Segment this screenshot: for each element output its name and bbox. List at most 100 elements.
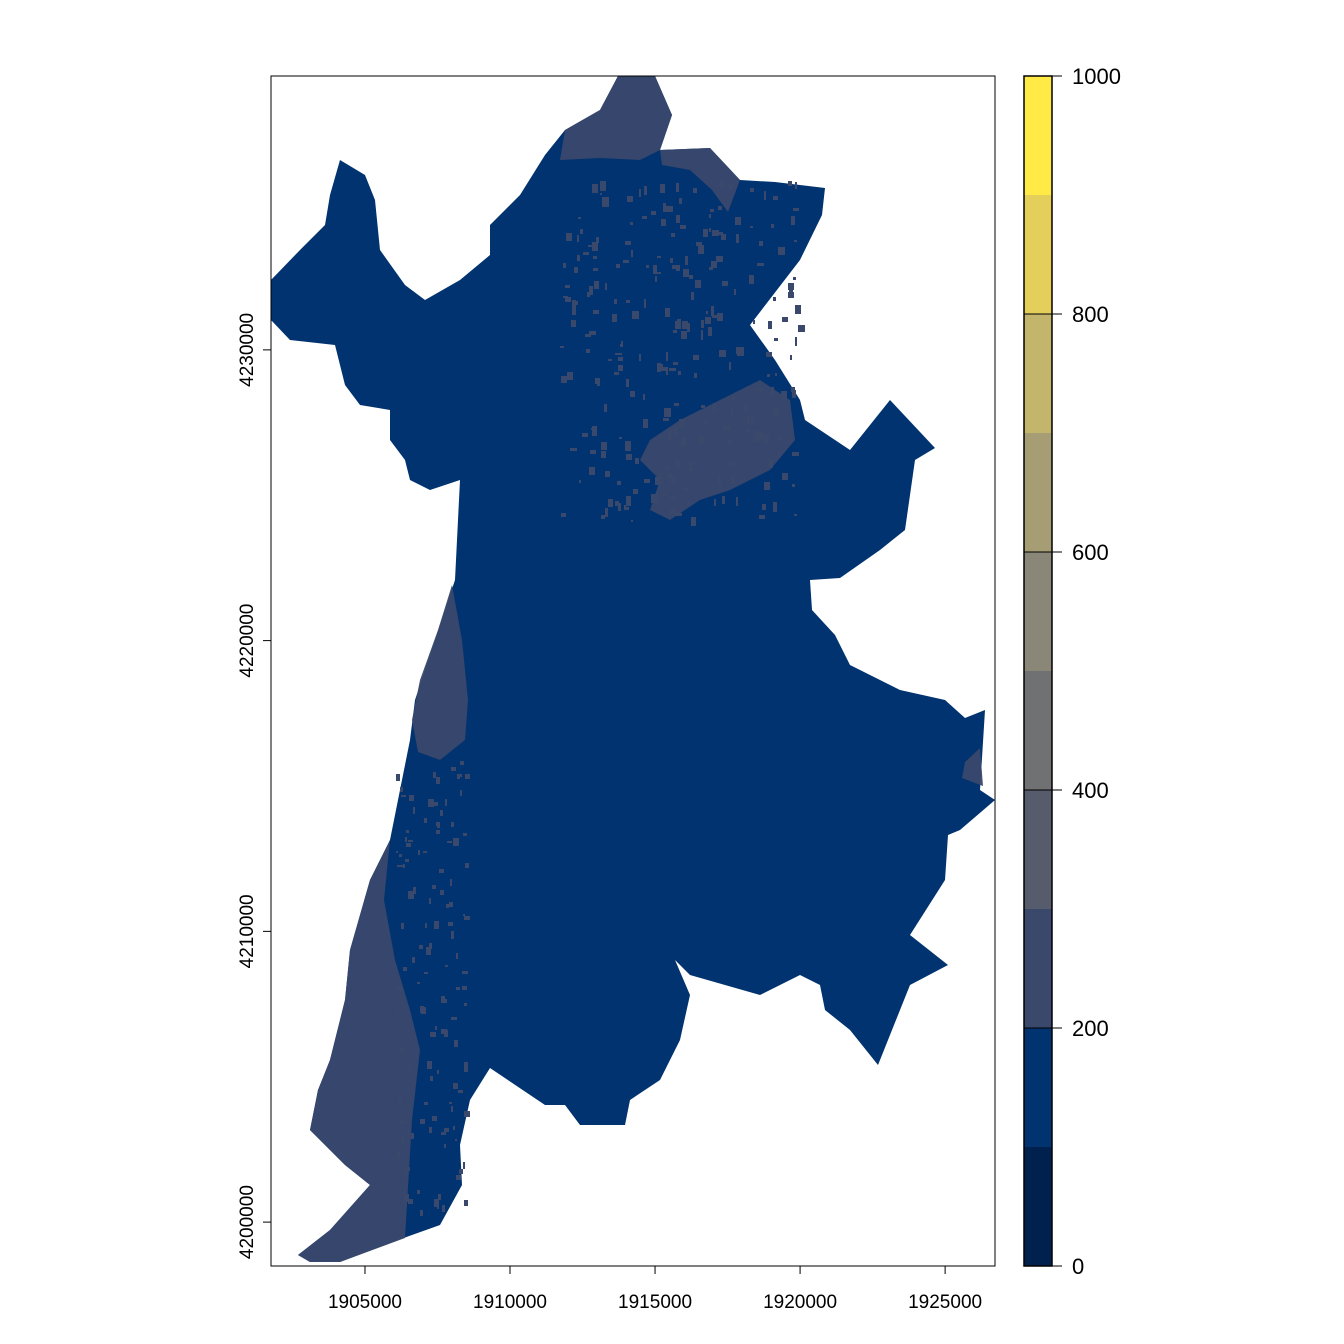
raster-region-200-300 (560, 76, 672, 160)
raster-speckle (639, 354, 641, 361)
raster-speckle (448, 922, 453, 926)
raster-speckle (710, 209, 714, 212)
raster-speckle (409, 795, 414, 801)
raster-speckle (405, 1173, 407, 1179)
raster-region-200-300 (412, 585, 468, 760)
raster-speckle (408, 1199, 413, 1204)
raster-speckle (463, 1162, 465, 1169)
raster-speckle (668, 431, 672, 440)
raster-speckle (642, 216, 647, 219)
raster-speckle (701, 320, 704, 328)
raster-speckle (709, 228, 711, 232)
raster-speckle (397, 1151, 400, 1158)
raster-speckle (767, 374, 770, 377)
raster-speckle (589, 286, 593, 295)
raster-speckle (403, 967, 407, 971)
raster-speckle (457, 774, 460, 779)
raster-speckle (663, 418, 669, 421)
raster-speckle (408, 891, 414, 899)
raster-speckle (589, 467, 595, 475)
raster-speckle (705, 317, 711, 324)
legend-color-bin (1024, 76, 1052, 195)
raster-speckle (664, 408, 671, 417)
raster-speckle (675, 321, 677, 329)
raster-speckle (464, 1111, 470, 1117)
raster-speckle (753, 320, 755, 324)
raster-speckle (788, 292, 794, 298)
raster-speckle (717, 313, 723, 321)
legend-color-bin (1024, 552, 1052, 671)
raster-speckle (400, 787, 403, 792)
raster-speckle (462, 971, 468, 974)
raster-speckle (630, 391, 635, 397)
raster-speckle (451, 1106, 453, 1112)
raster-speckle (790, 355, 792, 360)
raster-speckle (791, 387, 795, 392)
raster-speckle (400, 1047, 405, 1052)
raster-speckle (709, 267, 713, 270)
raster-speckle (587, 292, 590, 297)
raster-speckle (722, 496, 725, 504)
raster-speckle (764, 435, 769, 444)
raster-speckle (605, 283, 607, 290)
color-legend: 0 200 400 600 800 1000 (1023, 64, 1121, 1279)
raster-speckle (717, 183, 719, 186)
raster-speckle (759, 241, 763, 246)
raster-speckle (623, 260, 629, 263)
raster-speckle (680, 225, 686, 229)
raster-speckle (440, 810, 443, 816)
raster-speckle (451, 822, 454, 827)
raster-speckle (574, 267, 578, 273)
raster-speckle (716, 256, 723, 262)
raster-speckle (456, 953, 458, 959)
raster-region-100-200 (271, 76, 995, 1262)
raster-speckle (594, 281, 599, 289)
raster-speckle (445, 965, 448, 967)
raster-speckle (708, 327, 712, 336)
raster-speckle (775, 373, 777, 376)
legend-color-bin (1024, 1147, 1052, 1266)
raster-speckle (566, 297, 571, 302)
raster-speckle (672, 265, 678, 269)
raster-speckle (630, 222, 633, 225)
raster-speckle (670, 477, 675, 483)
raster-speckle (565, 296, 568, 302)
raster-speckle (396, 774, 400, 781)
raster-speckle (732, 397, 735, 402)
raster-speckle (794, 240, 797, 242)
raster-speckle (759, 384, 761, 391)
raster-speckle (575, 301, 578, 305)
raster-speckle (401, 1138, 404, 1144)
x-tick-label: 1920000 (763, 1292, 837, 1313)
raster-speckle (713, 403, 716, 411)
raster-speckle (417, 1190, 420, 1194)
raster-speckle (674, 403, 679, 406)
raster-speckle (614, 372, 619, 375)
raster-speckle (679, 419, 685, 428)
raster-speckle (436, 822, 440, 826)
raster-speckle (424, 972, 428, 974)
raster-speckle (728, 440, 732, 446)
raster-speckle (618, 365, 623, 371)
raster-speckle (773, 297, 776, 301)
raster-speckle (769, 460, 773, 468)
raster-speckle (419, 945, 423, 949)
raster-speckle (661, 367, 666, 371)
raster-speckle (590, 450, 596, 454)
raster-speckle (615, 353, 622, 355)
raster-speckle (426, 947, 431, 955)
raster-speckle (617, 481, 621, 485)
raster-speckle (462, 986, 467, 990)
raster-speckle (794, 514, 797, 516)
raster-speckle (434, 921, 439, 929)
y-tick-label: 4230000 (237, 313, 258, 387)
raster-speckle (567, 372, 573, 380)
raster-speckle (601, 515, 605, 519)
raster-speckle (731, 477, 735, 484)
raster-speckle (660, 364, 663, 367)
raster-speckle (605, 471, 610, 477)
legend-color-bin (1024, 195, 1052, 314)
raster-speckle (593, 268, 598, 271)
raster-speckle (595, 378, 600, 384)
raster-speckle (440, 890, 444, 895)
